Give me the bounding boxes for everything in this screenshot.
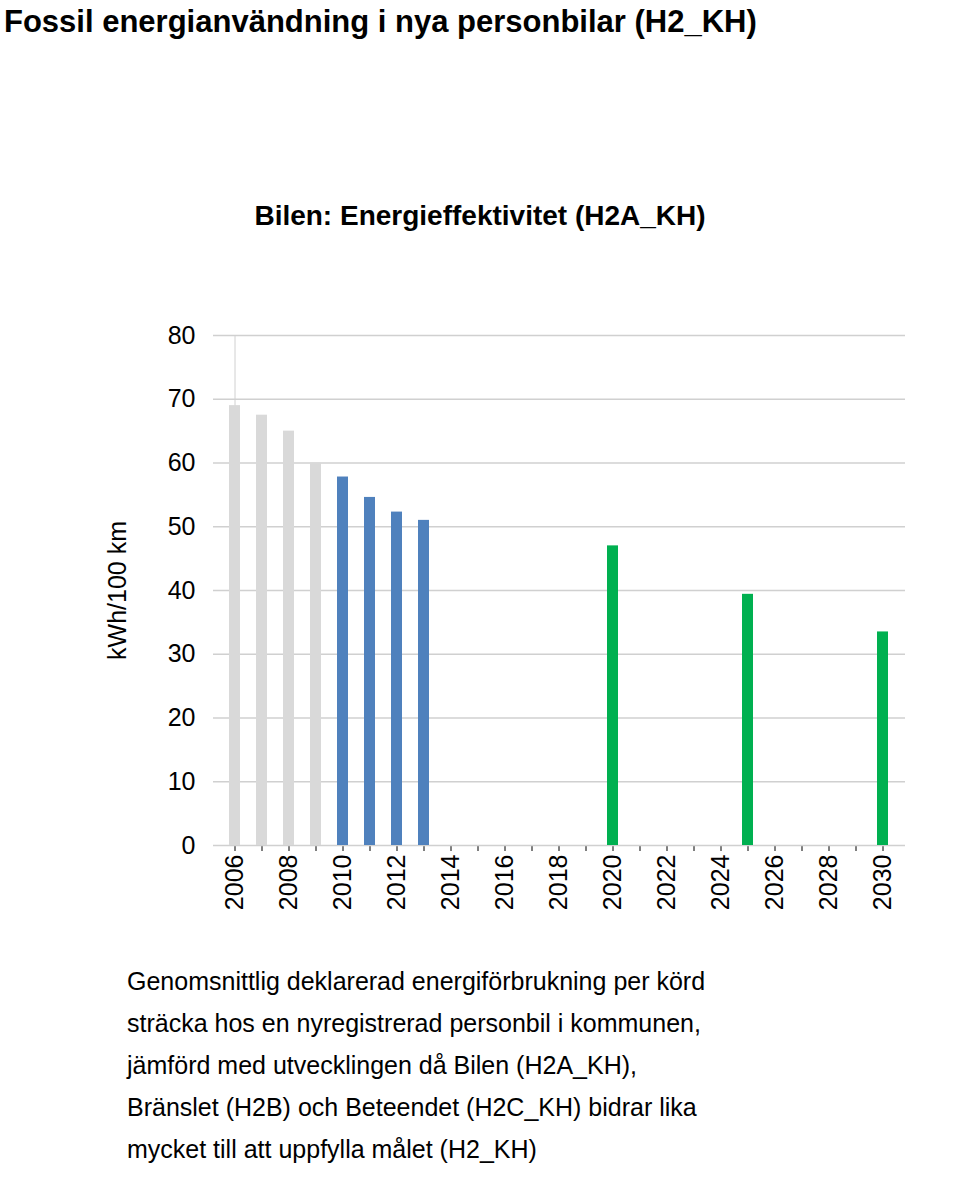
svg-text:2020: 2020 — [598, 855, 626, 911]
svg-text:10: 10 — [168, 767, 196, 795]
svg-text:0: 0 — [182, 831, 196, 859]
svg-text:20: 20 — [168, 703, 196, 731]
svg-text:2016: 2016 — [490, 855, 518, 911]
svg-text:kWh/100 km: kWh/100 km — [103, 521, 131, 660]
svg-text:2026: 2026 — [760, 855, 788, 911]
svg-text:2006: 2006 — [220, 855, 248, 911]
svg-text:80: 80 — [168, 321, 196, 349]
svg-text:2024: 2024 — [706, 854, 734, 910]
svg-text:2030: 2030 — [868, 855, 896, 911]
svg-text:60: 60 — [168, 448, 196, 476]
svg-text:2014: 2014 — [436, 854, 464, 910]
html-text:Bilen: Energieffektivitet (H2A: Bilen: Energieffektivitet (H2A_KH) — [254, 200, 706, 231]
svg-text:30: 30 — [168, 639, 196, 667]
svg-text:50: 50 — [168, 512, 196, 540]
html-text:Genomsnittlig deklarerad energ: Genomsnittlig deklarerad energiförbrukni… — [127, 967, 706, 1163]
svg-text:2010: 2010 — [328, 855, 356, 911]
svg-text:2008: 2008 — [274, 855, 302, 911]
svg-text:2012: 2012 — [382, 855, 410, 911]
svg-text:40: 40 — [168, 576, 196, 604]
svg-text:70: 70 — [168, 384, 196, 412]
svg-text:2018: 2018 — [544, 855, 572, 911]
svg-text:2028: 2028 — [814, 855, 842, 911]
html-text:Fossil energianvändning i nya: Fossil energianvändning i nya personbila… — [4, 4, 757, 39]
svg-text:2022: 2022 — [652, 855, 680, 911]
